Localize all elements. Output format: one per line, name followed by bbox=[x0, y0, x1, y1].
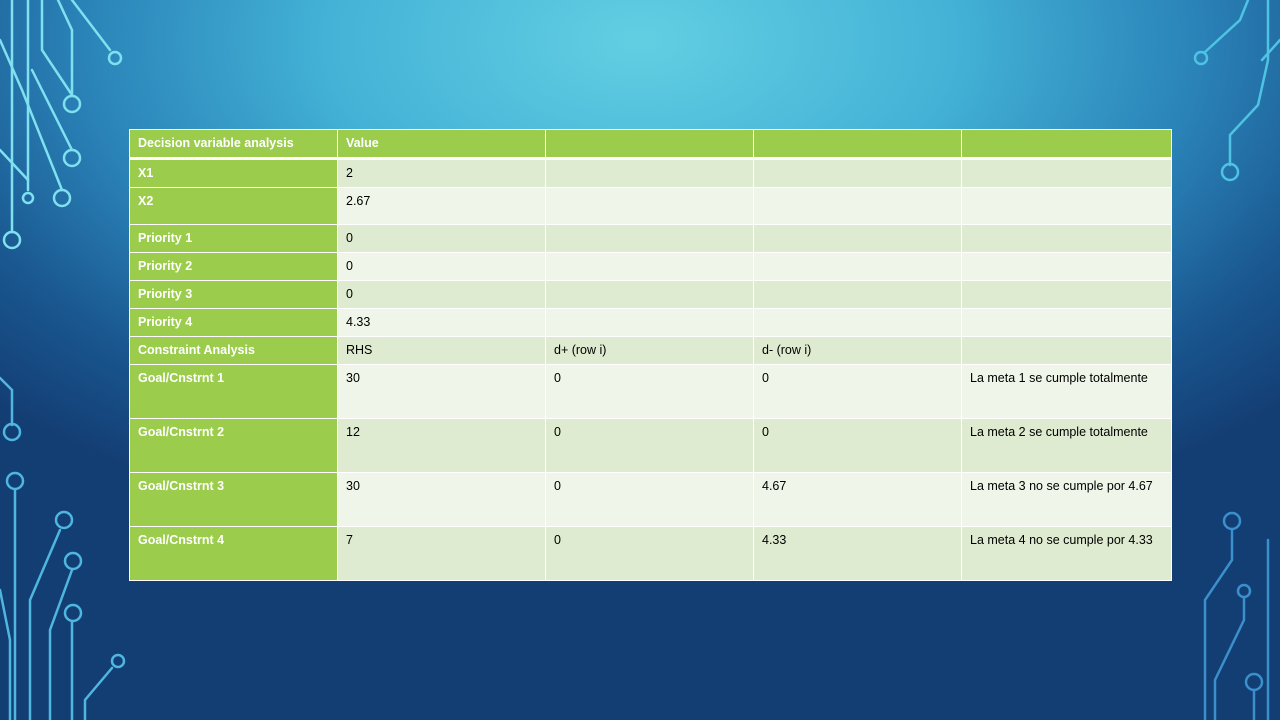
table-cell bbox=[753, 308, 962, 337]
table-cell bbox=[961, 336, 1172, 365]
table-cell bbox=[545, 280, 754, 309]
table-cell: 12 bbox=[337, 418, 546, 473]
table-cell bbox=[545, 252, 754, 281]
row-label: Priority 1 bbox=[129, 224, 338, 253]
row-label: Priority 3 bbox=[129, 280, 338, 309]
table-row: Priority 2 0 bbox=[129, 252, 1172, 281]
header-cell-value: Value bbox=[337, 129, 546, 160]
table-cell: 4.67 bbox=[753, 472, 962, 527]
table-cell bbox=[961, 187, 1172, 225]
table-cell: 0 bbox=[545, 526, 754, 581]
table-cell bbox=[961, 252, 1172, 281]
header-cell-empty bbox=[545, 129, 754, 160]
table-cell: 4.33 bbox=[753, 526, 962, 581]
table-cell: d+ (row i) bbox=[545, 336, 754, 365]
table-cell: 0 bbox=[337, 252, 546, 281]
table-cell: d- (row i) bbox=[753, 336, 962, 365]
result-note: La meta 2 se cumple totalmente bbox=[961, 418, 1172, 473]
table-cell bbox=[753, 280, 962, 309]
table-cell: 2 bbox=[337, 158, 546, 188]
table-cell: 2.67 bbox=[337, 187, 546, 225]
table-row: Goal/Cnstrnt 1 30 0 0 La meta 1 se cumpl… bbox=[129, 364, 1172, 419]
table-cell: 0 bbox=[545, 472, 754, 527]
table-cell: 0 bbox=[337, 224, 546, 253]
table-row: Goal/Cnstrnt 4 7 0 4.33 La meta 4 no se … bbox=[129, 526, 1172, 581]
table-cell bbox=[545, 224, 754, 253]
table-cell: 0 bbox=[545, 364, 754, 419]
table-cell bbox=[961, 308, 1172, 337]
row-label: Goal/Cnstrnt 2 bbox=[129, 418, 338, 473]
row-label: Priority 2 bbox=[129, 252, 338, 281]
table-cell: 0 bbox=[545, 418, 754, 473]
table-cell bbox=[961, 224, 1172, 253]
table-row: Goal/Cnstrnt 2 12 0 0 La meta 2 se cumpl… bbox=[129, 418, 1172, 473]
header-cell-empty bbox=[961, 129, 1172, 160]
table-cell: 30 bbox=[337, 364, 546, 419]
table-cell bbox=[545, 158, 754, 188]
row-label: Constraint Analysis bbox=[129, 336, 338, 365]
table-row: Constraint Analysis RHS d+ (row i) d- (r… bbox=[129, 336, 1172, 365]
row-label: X1 bbox=[129, 158, 338, 188]
table-cell bbox=[753, 158, 962, 188]
table-cell bbox=[545, 308, 754, 337]
table-row: Priority 3 0 bbox=[129, 280, 1172, 309]
table-cell: 4.33 bbox=[337, 308, 546, 337]
row-label: Goal/Cnstrnt 4 bbox=[129, 526, 338, 581]
header-cell-empty bbox=[753, 129, 962, 160]
row-label: X2 bbox=[129, 187, 338, 225]
table-cell bbox=[753, 187, 962, 225]
table-cell: 0 bbox=[337, 280, 546, 309]
table-cell bbox=[753, 252, 962, 281]
goal-programming-table: Decision variable analysis Value X1 2 X2… bbox=[129, 129, 1172, 581]
table-cell: 7 bbox=[337, 526, 546, 581]
table-cell bbox=[961, 280, 1172, 309]
table-cell: 0 bbox=[753, 418, 962, 473]
row-label: Goal/Cnstrnt 1 bbox=[129, 364, 338, 419]
result-note: La meta 3 no se cumple por 4.67 bbox=[961, 472, 1172, 527]
table-row: Goal/Cnstrnt 3 30 0 4.67 La meta 3 no se… bbox=[129, 472, 1172, 527]
table-row: Priority 4 4.33 bbox=[129, 308, 1172, 337]
table-header-row: Decision variable analysis Value bbox=[129, 129, 1172, 160]
table-cell bbox=[753, 224, 962, 253]
row-label: Goal/Cnstrnt 3 bbox=[129, 472, 338, 527]
table-cell bbox=[545, 187, 754, 225]
row-label: Priority 4 bbox=[129, 308, 338, 337]
table-cell bbox=[961, 158, 1172, 188]
result-note: La meta 1 se cumple totalmente bbox=[961, 364, 1172, 419]
table-cell: 0 bbox=[753, 364, 962, 419]
result-note: La meta 4 no se cumple por 4.33 bbox=[961, 526, 1172, 581]
table-cell: RHS bbox=[337, 336, 546, 365]
table-row: X2 2.67 bbox=[129, 187, 1172, 225]
table-row: X1 2 bbox=[129, 158, 1172, 188]
table-cell: 30 bbox=[337, 472, 546, 527]
header-cell-label: Decision variable analysis bbox=[129, 129, 338, 160]
table-row: Priority 1 0 bbox=[129, 224, 1172, 253]
